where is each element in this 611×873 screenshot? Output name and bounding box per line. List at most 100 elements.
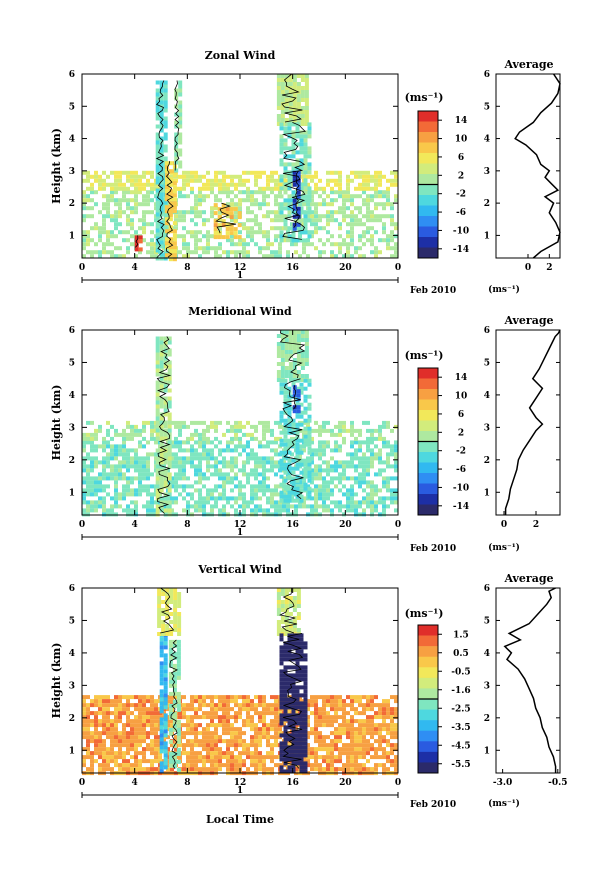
heatmap-cell <box>206 488 210 493</box>
heatmap-cell <box>370 508 374 513</box>
y-tick-label: 6 <box>69 70 75 80</box>
heatmap-cell <box>159 188 164 193</box>
heatmap-cell <box>118 476 122 481</box>
heatmap-cell <box>166 707 170 712</box>
heatmap-cell <box>303 462 308 467</box>
heatmap-cell <box>390 238 394 243</box>
heatmap-cell <box>178 448 182 453</box>
heatmap-cell <box>106 755 110 760</box>
heatmap-cell <box>190 496 194 501</box>
heatmap-cell <box>176 659 181 664</box>
heatmap-cell <box>262 456 266 461</box>
heatmap-cell <box>174 512 178 517</box>
heatmap-cell <box>288 374 293 378</box>
heatmap-cell <box>242 739 246 744</box>
heatmap-cell <box>82 711 86 716</box>
heatmap-cell <box>291 498 296 503</box>
heatmap-cell <box>246 420 250 425</box>
heatmap-cell <box>114 488 118 493</box>
heatmap-cell <box>122 484 126 489</box>
heatmap-cell <box>314 452 318 457</box>
heatmap-cell <box>198 254 202 259</box>
heatmap-cell <box>290 512 294 517</box>
heatmap-cell <box>94 492 98 497</box>
heatmap-cell <box>106 763 110 768</box>
heatmap-cell <box>322 755 326 760</box>
heatmap-cell <box>314 206 318 211</box>
heatmap-cell <box>102 218 106 223</box>
heatmap-cell <box>82 480 86 485</box>
heatmap-cell <box>166 735 170 740</box>
heatmap-cell <box>362 755 366 760</box>
heatmap-cell <box>90 699 94 704</box>
heatmap-cell <box>142 218 146 223</box>
heatmap-cell <box>280 342 285 346</box>
heatmap-cell <box>190 695 194 700</box>
heatmap-cell <box>370 178 374 183</box>
heatmap-cell <box>98 210 102 215</box>
heatmap-cell <box>287 657 292 662</box>
heatmap-cell <box>142 472 146 477</box>
heatmap-cell <box>246 440 250 445</box>
heatmap-cell <box>226 496 230 501</box>
heatmap-cell <box>226 194 230 199</box>
heatmap-cell <box>295 653 300 658</box>
heatmap-cell <box>126 743 130 748</box>
heatmap-cell <box>394 508 398 513</box>
heatmap-cell <box>292 222 297 227</box>
heatmap-cell <box>258 174 262 179</box>
heatmap-cell <box>242 242 246 247</box>
heatmap-cell <box>330 767 334 772</box>
heatmap-cell <box>278 424 282 429</box>
heatmap-cell <box>350 739 354 744</box>
heatmap-cell <box>346 711 350 716</box>
heatmap-cell <box>159 380 164 385</box>
heatmap-cell <box>82 492 86 497</box>
heatmap-cell <box>186 424 190 429</box>
heatmap-cell <box>114 715 118 720</box>
heatmap-cell <box>374 755 378 760</box>
heatmap-cell <box>126 719 130 724</box>
heatmap-cell <box>234 484 238 489</box>
heatmap-cell <box>110 751 114 756</box>
heatmap-cell <box>159 156 164 161</box>
heatmap-cell <box>362 468 366 473</box>
heatmap-cell <box>326 460 330 465</box>
heatmap-cell <box>287 474 292 479</box>
heatmap-cell <box>280 604 285 608</box>
heatmap-cell <box>314 472 318 477</box>
heatmap-cell <box>326 508 330 513</box>
heatmap-cell <box>300 338 305 342</box>
heatmap-cell <box>287 426 292 431</box>
heatmap-cell <box>306 731 310 736</box>
heatmap-cell <box>166 719 170 724</box>
heatmap-cell <box>258 751 262 756</box>
heatmap-cell <box>102 699 106 704</box>
heatmap-cell <box>314 174 318 179</box>
heatmap-cell <box>122 695 126 700</box>
heatmap-cell <box>250 739 254 744</box>
heatmap-cell <box>322 424 326 429</box>
heatmap-cell <box>314 182 318 187</box>
heatmap-cell <box>280 374 285 378</box>
heatmap-cell <box>279 418 284 423</box>
heatmap-cell <box>362 512 366 517</box>
heatmap-cell <box>280 620 285 624</box>
heatmap-cell <box>314 190 318 195</box>
heatmap-cell <box>326 496 330 501</box>
heatmap-cell <box>382 480 386 485</box>
heatmap-cell <box>214 504 218 509</box>
heatmap-cell <box>90 476 94 481</box>
heatmap-cell <box>382 190 386 195</box>
heatmap-cell <box>159 464 164 469</box>
heatmap-cell <box>250 703 254 708</box>
heatmap-cell <box>150 715 154 720</box>
heatmap-cell <box>358 472 362 477</box>
heatmap-cell <box>150 727 154 732</box>
heatmap-cell <box>394 496 398 501</box>
heatmap-cell <box>159 665 164 670</box>
heatmap-cell <box>288 82 293 86</box>
heatmap-cell <box>218 512 222 517</box>
heatmap-cell <box>142 214 146 219</box>
heatmap-cell <box>138 235 143 240</box>
